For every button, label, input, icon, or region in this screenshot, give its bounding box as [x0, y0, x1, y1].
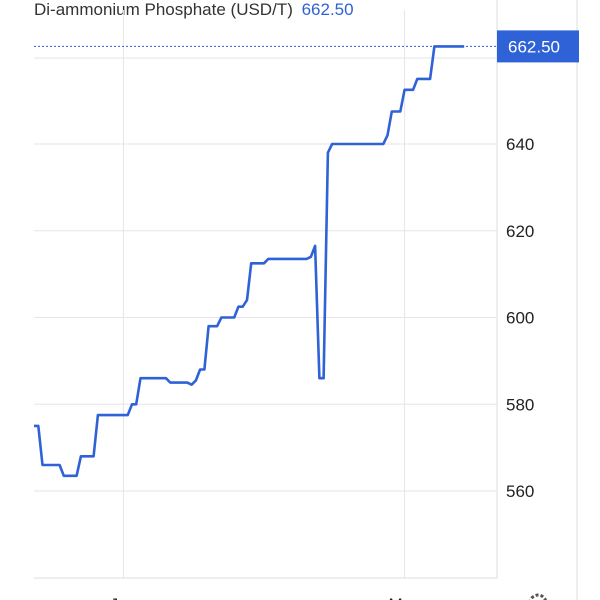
y-tick-label: 600: [506, 309, 534, 328]
current-value: 662.50: [301, 0, 354, 19]
y-tick-label: 640: [506, 135, 534, 154]
chart-title: Di-ammonium Phosphate (USD/T) 662.50: [34, 0, 354, 20]
y-tick-label: 620: [506, 222, 534, 241]
last-value-badge: 662.50: [497, 30, 579, 63]
y-tick-label: 560: [506, 482, 534, 501]
x-tick-label: May: [388, 595, 421, 600]
settings-gear-icon[interactable]: [528, 593, 548, 600]
last-value-badge-label: 662.50: [508, 37, 560, 56]
x-axis-ticks: Jan May: [110, 595, 421, 600]
y-tick-label: 580: [506, 395, 534, 414]
gear-icon-shape: [528, 593, 548, 600]
grid-lines: [34, 0, 578, 600]
x-tick-label: Jan: [110, 595, 137, 600]
chart-title-text: Di-ammonium Phosphate (USD/T): [34, 0, 293, 19]
last-value-badge-bg: [497, 30, 579, 63]
price-series-line: [34, 45, 465, 478]
y-axis-ticks: 560 580 600 620 640: [506, 135, 534, 501]
